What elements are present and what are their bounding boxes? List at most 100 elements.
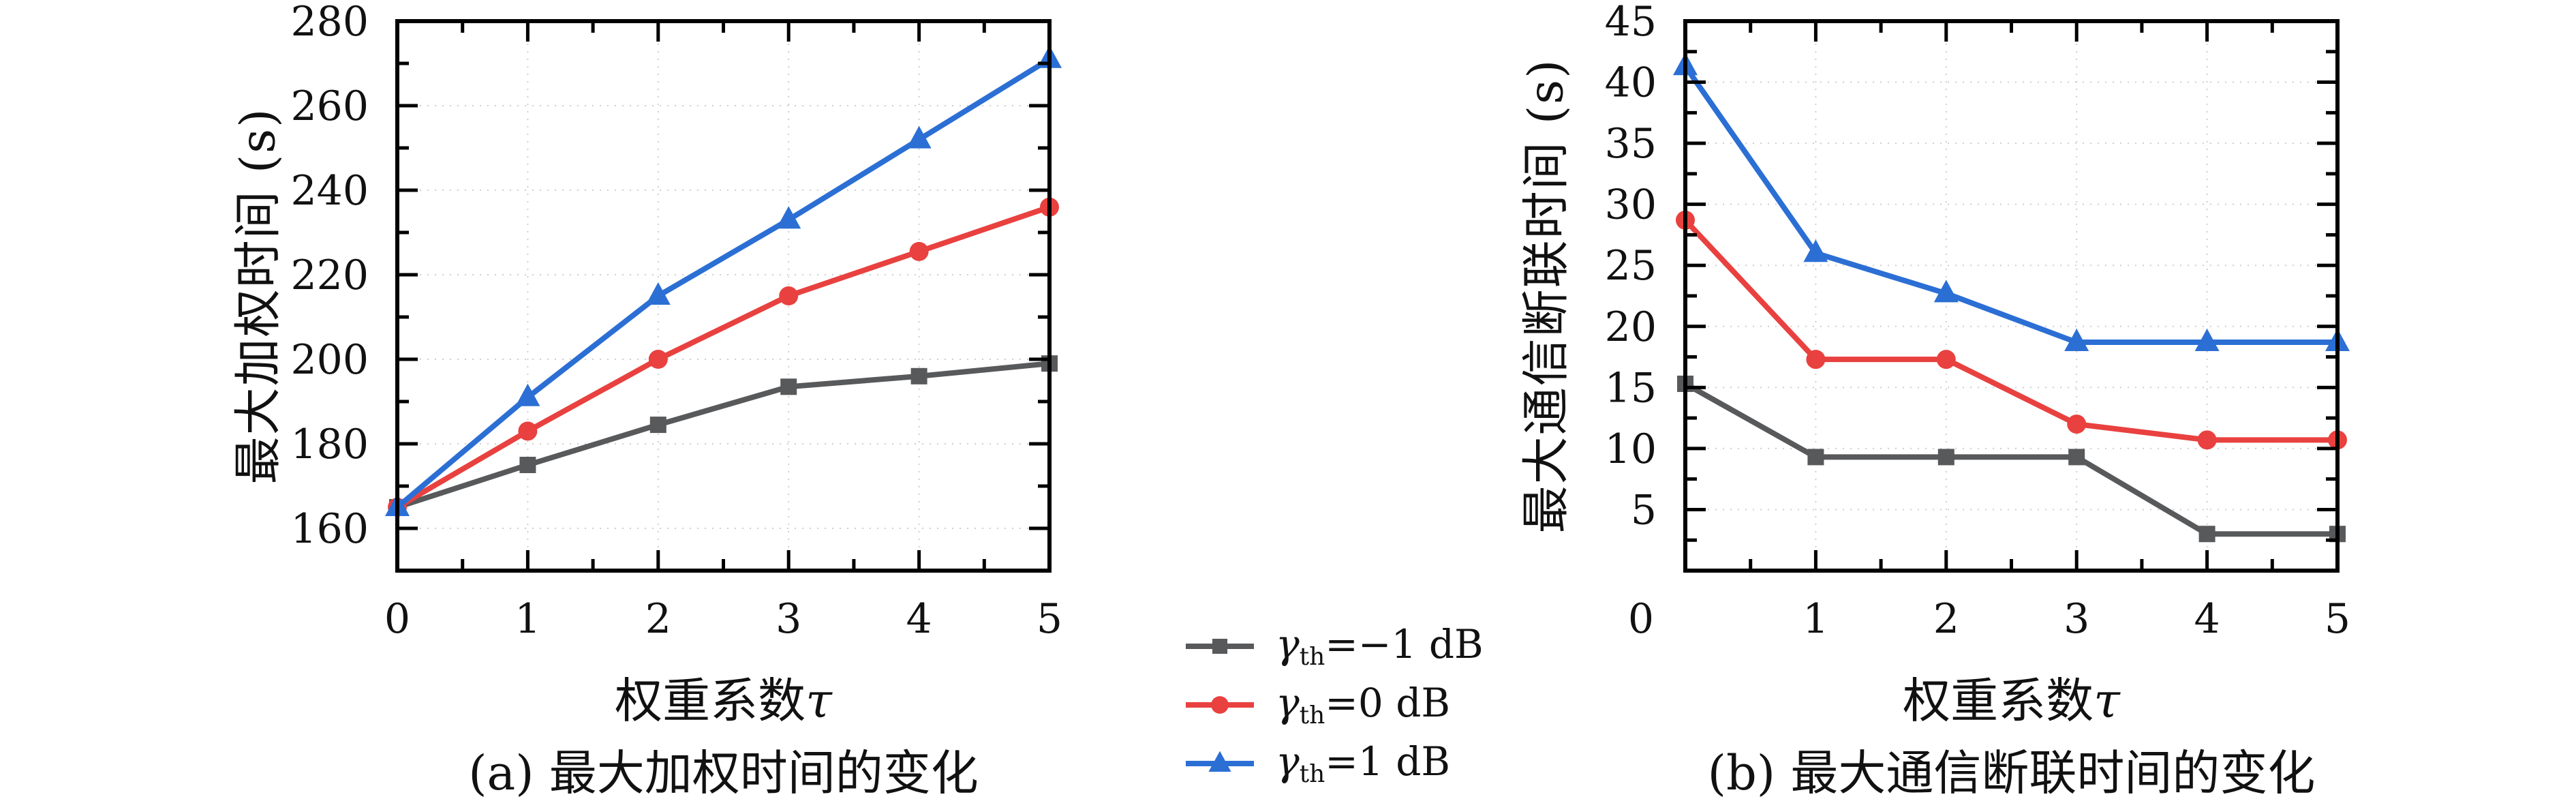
x-tick-label: 3 [2064,595,2089,643]
plot-frame [1683,19,2340,573]
series-line-2 [1683,63,2340,346]
circle-marker-icon [1806,350,1826,370]
subfig-a: 0 1 2 3 4 5 160 180 200 220 240 260 280 最大加权时间 (s) 权… [220,0,1063,799]
series-line-0 [1683,380,2340,537]
x-tick-label: 5 [2325,595,2350,643]
y-tick-label: 25 [1605,242,1657,290]
y-tick-label: 5 [1631,486,1657,534]
plot-frame [395,19,1052,573]
y-tick-label: 10 [1605,425,1657,473]
x-tick-label: 4 [906,595,932,643]
series-circle [1676,210,2347,450]
legend: γth=−1 dB γth=0 dB γth=1 dB [1184,617,1484,793]
legend-label-0: γth=−1 dB [1276,621,1484,671]
triangle-marker-icon [776,206,801,229]
legend-item-1: γth=0 dB [1184,676,1484,734]
circle-marker-icon [909,241,929,261]
gamma-subscript: th [1299,760,1325,789]
y-tick-label: 40 [1605,59,1657,107]
y-tick-label: 240 [290,167,369,215]
gamma-symbol: γ [1276,680,1300,727]
circle-marker-icon [1936,350,1956,370]
chart-b-x-axis-label-text: 权重系数 [1903,673,2094,729]
gamma-subscript: th [1299,643,1325,672]
y-tick-label: 20 [1605,303,1657,351]
gamma-subscript: th [1299,702,1325,730]
legend-value-text: =1 dB [1325,738,1450,785]
chart-a-plot: 0 1 2 3 4 5 160 180 200 220 240 260 280 [290,0,1062,643]
series-circle [388,197,1059,517]
square-marker-icon [1807,449,1824,466]
y-tick-label: 15 [1605,364,1657,412]
legend-item-0: γth=−1 dB [1184,617,1484,676]
series-square [389,355,1058,515]
triangle-marker-icon [2064,329,2089,352]
gridlines [1685,20,2338,571]
triangle-marker-icon [1803,239,1828,262]
series-line-2 [395,56,1052,510]
circle-marker-icon [779,286,799,305]
square-marker-icon [2198,526,2215,543]
square-marker-icon [1937,449,1954,466]
y-tick-label: 35 [1605,120,1657,168]
chart-b-y-axis-label-text: 最大通信断联时间 (s) [1518,58,1574,534]
x-tick-label: 0 [384,595,410,643]
chart-b-x-axis-label: 权重系数τ [1685,663,2337,732]
series-line-1 [1683,217,2340,443]
chart-a-x-axis-label: 权重系数τ [397,663,1049,732]
gamma-symbol: γ [1276,738,1300,785]
legend-swatch-circle [1186,696,1254,714]
circle-marker-icon [1211,696,1229,714]
triangle-marker-icon [1933,280,1959,303]
y-tick-label: 30 [1605,181,1657,229]
square-marker-icon [519,457,536,473]
x-tick-label: 2 [645,595,671,643]
square-marker-icon [1212,638,1228,654]
y-tick-label: 260 [290,82,369,130]
y-tick-labels: 160 180 200 220 240 260 280 [290,0,369,553]
circle-marker-icon [2197,430,2217,450]
legend-value-text: =0 dB [1325,680,1450,727]
legend-item-2: γth=1 dB [1184,734,1484,793]
chart-a-caption: (a) 最大加权时间的变化 [468,745,979,799]
circle-marker-icon [518,421,538,441]
gridlines [397,20,1050,571]
series-square [1677,375,2346,543]
series-triangle [385,45,1062,516]
chart-a-y-axis-label: 最大加权时间 (s) [220,108,289,485]
series-line-1 [395,204,1052,510]
x-tick-label: 5 [1037,595,1062,643]
x-tick-label: 1 [515,595,540,643]
y-tick-label: 220 [290,252,369,299]
chart-b-caption: (b) 最大通信断联时间的变化 [1707,745,2316,799]
square-marker-icon [649,417,666,434]
series-triangle [1673,52,2350,352]
triangle-marker-icon [645,282,671,305]
series-line-0 [395,361,1052,510]
x-tick-label: 4 [2194,595,2220,643]
triangle-marker-icon [906,125,932,149]
y-tick-label: 200 [290,336,369,384]
y-tick-label: 280 [290,0,369,46]
y-tick-label: 180 [290,421,369,468]
chart-a-x-axis-symbol: τ [806,673,832,729]
gamma-symbol: γ [1276,621,1300,668]
y-tick-label: 160 [290,505,369,553]
circle-marker-icon [2067,414,2087,434]
triangle-marker-icon [515,383,540,406]
subfig-b: 0 1 2 3 4 5 5 10 15 20 25 30 35 40 45 最大通信断联时间 (s) 权重系… [1288,0,2576,799]
chart-a-x-axis-label-text: 权重系数 [615,673,806,729]
square-marker-icon [780,378,797,395]
x-tick-label: 1 [1803,595,1828,643]
legend-swatch-triangle [1186,751,1254,772]
legend-label-1: γth=0 dB [1276,680,1450,729]
legend-swatch-square [1186,638,1254,654]
chart-a-y-axis-label-text: 最大加权时间 (s) [230,107,286,485]
legend-label-2: γth=1 dB [1276,738,1450,788]
axis-ticks [1685,21,2337,571]
circle-marker-icon [648,350,668,369]
square-marker-icon [2068,449,2085,466]
x-tick-labels: 0 1 2 3 4 5 [384,595,1062,643]
